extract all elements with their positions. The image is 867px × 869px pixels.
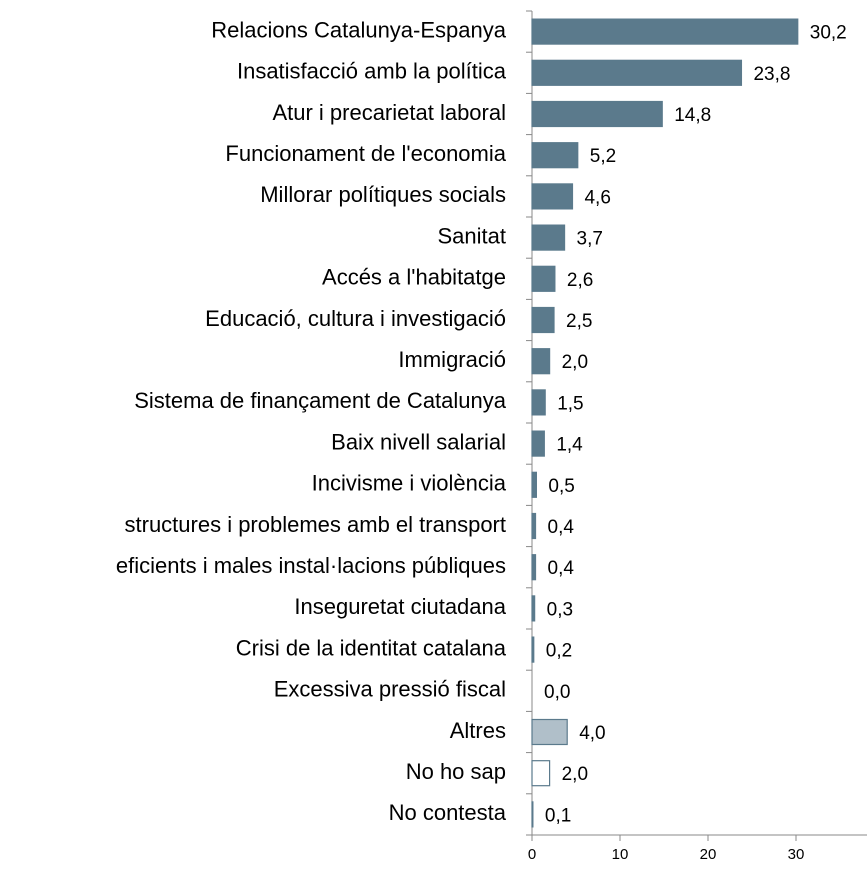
bar — [531, 142, 579, 169]
bar — [531, 718, 568, 746]
value-label: 0,2 — [546, 641, 572, 662]
bar — [531, 389, 546, 416]
category-label: Crisi de la identitat catalana — [236, 635, 507, 660]
bar — [531, 183, 574, 210]
bar — [531, 224, 566, 251]
value-label: 0,3 — [547, 599, 573, 620]
value-label: 23,8 — [753, 64, 790, 85]
bar — [531, 554, 537, 581]
value-label: 4,6 — [584, 187, 610, 208]
x-tick-label: 30 — [788, 846, 805, 863]
value-label: 0,1 — [545, 805, 571, 826]
category-label: Millorar polítiques socials — [260, 182, 506, 207]
category-label: Sistema de finançament de Catalunya — [134, 388, 507, 413]
category-label: Funcionament de l'economia — [225, 141, 506, 166]
bar — [531, 760, 551, 787]
bar — [531, 636, 535, 663]
category-label: Immigració — [398, 347, 506, 372]
category-label: eficients i males instal·lacions públiqu… — [116, 553, 506, 578]
category-label: No ho sap — [406, 759, 506, 784]
value-label: 5,2 — [590, 146, 616, 167]
value-label: 2,0 — [562, 352, 588, 373]
bar — [531, 348, 551, 375]
bar — [531, 801, 534, 828]
category-label: Accés a l'habitatge — [322, 265, 506, 290]
category-label: Baix nivell salarial — [331, 429, 506, 454]
bar — [531, 265, 556, 292]
category-label: Relacions Catalunya-Espanya — [211, 17, 506, 42]
bar — [531, 59, 743, 86]
bar — [531, 512, 537, 540]
value-label: 4,0 — [579, 723, 605, 744]
category-label: structures i problemes amb el transport — [125, 512, 507, 537]
value-label: 2,6 — [567, 270, 593, 291]
value-label: 1,5 — [557, 393, 583, 414]
bar — [531, 306, 555, 334]
value-label: 0,4 — [548, 558, 575, 579]
bar — [531, 100, 663, 128]
value-label: 3,7 — [577, 229, 603, 250]
category-label: Inseguretat ciutadana — [294, 594, 506, 619]
value-label: 1,4 — [556, 435, 583, 456]
value-label: 0,4 — [548, 517, 575, 538]
value-label: 2,5 — [566, 311, 592, 332]
value-label: 2,0 — [562, 764, 588, 785]
value-label: 0,5 — [548, 476, 574, 497]
x-tick-label: 10 — [612, 846, 629, 863]
x-tick-label: 0 — [528, 846, 536, 863]
bar — [531, 471, 538, 498]
category-label: Sanitat — [438, 223, 507, 248]
category-label: Incivisme i violència — [312, 471, 507, 496]
value-label: 30,2 — [810, 23, 847, 44]
value-label: 0,0 — [544, 682, 570, 703]
bar — [531, 18, 799, 45]
category-label: Insatisfacció amb la política — [237, 59, 507, 84]
bar — [531, 430, 545, 457]
category-label: No contesta — [389, 800, 507, 825]
category-label: Excessiva pressió fiscal — [274, 677, 506, 702]
category-label: Atur i precarietat laboral — [272, 100, 506, 125]
bar — [531, 595, 536, 622]
category-label: Educació, cultura i investigació — [205, 306, 506, 331]
value-label: 14,8 — [674, 105, 711, 126]
category-label: Altres — [450, 718, 506, 743]
x-tick-label: 20 — [700, 846, 717, 863]
